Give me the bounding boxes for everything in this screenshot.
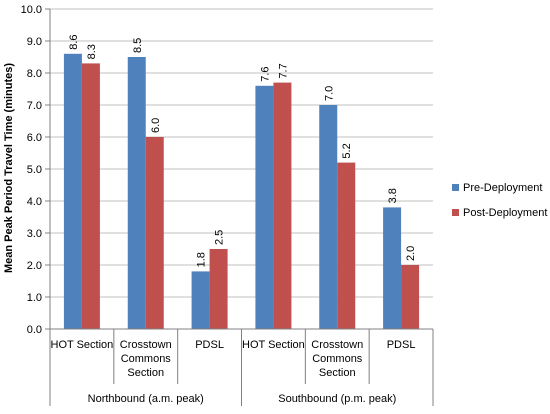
data-label: 8.3	[86, 44, 98, 59]
x-category-label: HOT Section	[242, 339, 305, 351]
bar-pre-deployment	[127, 57, 146, 329]
bar-post-deployment	[401, 265, 420, 329]
x-category-label: Section	[127, 367, 164, 379]
y-tick-label: 8.0	[27, 68, 42, 80]
legend-swatch	[452, 184, 459, 191]
y-tick-label: 0.0	[27, 324, 42, 336]
data-label: 1.8	[196, 252, 208, 267]
y-tick-label: 10.0	[21, 4, 42, 16]
data-label: 7.0	[323, 86, 335, 101]
legend-swatch	[452, 209, 459, 216]
x-category-label: Section	[319, 367, 356, 379]
y-tick-label: 2.0	[27, 260, 42, 272]
data-label: 2.5	[214, 230, 226, 245]
bar-post-deployment	[81, 63, 100, 330]
x-group-label: Southbound (p.m. peak)	[278, 393, 396, 405]
legend-label: Pre-Deployment	[463, 182, 542, 194]
y-tick-label: 7.0	[27, 100, 42, 112]
legend: Pre-Deployment Post-Deployment	[452, 182, 547, 219]
bar-pre-deployment	[255, 85, 274, 329]
bar-pre-deployment	[63, 53, 82, 330]
bar-pre-deployment	[319, 105, 338, 329]
x-category-label: Crosstown	[120, 339, 172, 351]
data-label: 2.0	[405, 246, 417, 261]
x-category-label: HOT Section	[51, 339, 114, 351]
y-tick-label: 3.0	[27, 228, 42, 240]
bar-pre-deployment	[383, 207, 402, 329]
y-tick-label: 5.0	[27, 164, 42, 176]
bar-post-deployment	[209, 249, 228, 329]
axes	[45, 8, 434, 406]
bar-post-deployment	[145, 137, 164, 329]
y-tick-label: 1.0	[27, 292, 42, 304]
data-label: 6.0	[150, 118, 162, 133]
gridlines	[50, 8, 433, 330]
data-label: 8.5	[132, 38, 144, 53]
x-category-label: PDSL	[387, 339, 416, 351]
x-category-label: Commons	[121, 353, 172, 365]
y-tick-label: 4.0	[27, 196, 42, 208]
data-label: 7.7	[277, 63, 289, 78]
legend-label: Post-Deployment	[463, 207, 547, 219]
y-tick-label: 9.0	[27, 36, 42, 48]
data-label: 8.6	[68, 35, 80, 50]
bar-pre-deployment	[191, 271, 210, 329]
bar-post-deployment	[337, 162, 356, 329]
labels: 0.0 1.0 2.0 3.0 4.0 5.0 6.0 7.0 8.0 9.0 10.0 8.6 8.3…	[21, 4, 418, 405]
y-tick-label: 6.0	[27, 132, 42, 144]
x-group-label: Northbound (a.m. peak)	[88, 393, 204, 405]
bars	[63, 53, 420, 330]
bar-post-deployment	[273, 82, 292, 329]
data-label: 5.2	[341, 143, 353, 158]
data-label: 3.8	[387, 188, 399, 203]
x-category-label: PDSL	[195, 339, 224, 351]
y-axis-title: Mean Peak Period Travel Time (minutes)	[3, 63, 15, 273]
x-category-label: Commons	[312, 353, 363, 365]
data-label: 7.6	[259, 67, 271, 82]
x-category-label: Crosstown	[311, 339, 363, 351]
